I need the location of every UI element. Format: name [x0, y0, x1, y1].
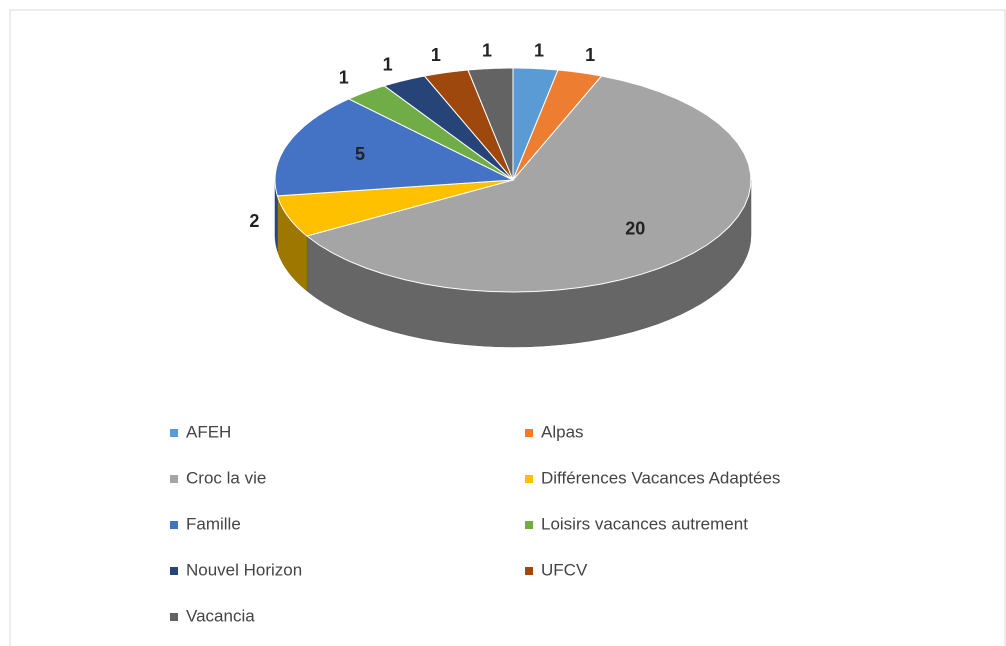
legend-label: Loisirs vacances autrement — [541, 514, 748, 533]
data-label: 1 — [585, 45, 595, 65]
legend-swatch — [525, 567, 533, 575]
legend-label: UFCV — [541, 560, 588, 579]
slice — [423, 69, 514, 181]
data-label: 1 — [431, 45, 441, 65]
slice — [467, 67, 514, 181]
legend-label: Croc la vie — [186, 468, 266, 487]
data-label: 20 — [625, 219, 645, 239]
legend-swatch — [525, 521, 533, 529]
legend-swatch — [525, 429, 533, 437]
legend-label: Vacancia — [186, 606, 255, 625]
legend-label: Nouvel Horizon — [186, 560, 302, 579]
slice — [383, 75, 514, 181]
data-label: 2 — [249, 211, 259, 231]
slice — [305, 75, 752, 293]
slice — [274, 98, 515, 197]
legend-label: Famille — [186, 514, 241, 533]
legend-label: Différences Vacances Adaptées — [541, 468, 780, 487]
legend-swatch — [170, 521, 178, 529]
data-label: 5 — [355, 144, 365, 164]
legend-swatch — [170, 567, 178, 575]
slice — [347, 85, 514, 181]
data-label: 1 — [339, 68, 349, 88]
slice — [276, 179, 514, 237]
legend-swatch — [170, 613, 178, 621]
legend-label: Alpas — [541, 422, 584, 441]
legend-swatch — [525, 475, 533, 483]
slice — [512, 69, 603, 181]
legend-swatch — [170, 475, 178, 483]
data-label: 1 — [383, 54, 393, 74]
legend-label: AFEH — [186, 422, 231, 441]
data-label: 1 — [534, 41, 544, 61]
legend-swatch — [170, 429, 178, 437]
data-label: 1 — [482, 41, 492, 61]
